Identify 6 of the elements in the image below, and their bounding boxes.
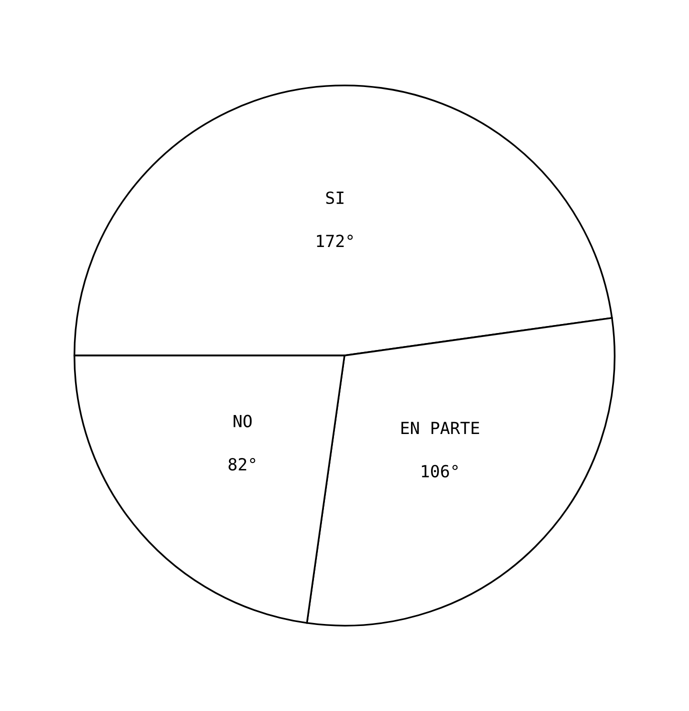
data-label: 106° [422,464,458,478]
slice-label: NO [234,414,252,428]
data-label: 82° [228,458,256,471]
data-label: 172° [317,234,353,248]
slice-label: EN PARTE [401,422,480,434]
slice-label: SI [326,191,344,204]
